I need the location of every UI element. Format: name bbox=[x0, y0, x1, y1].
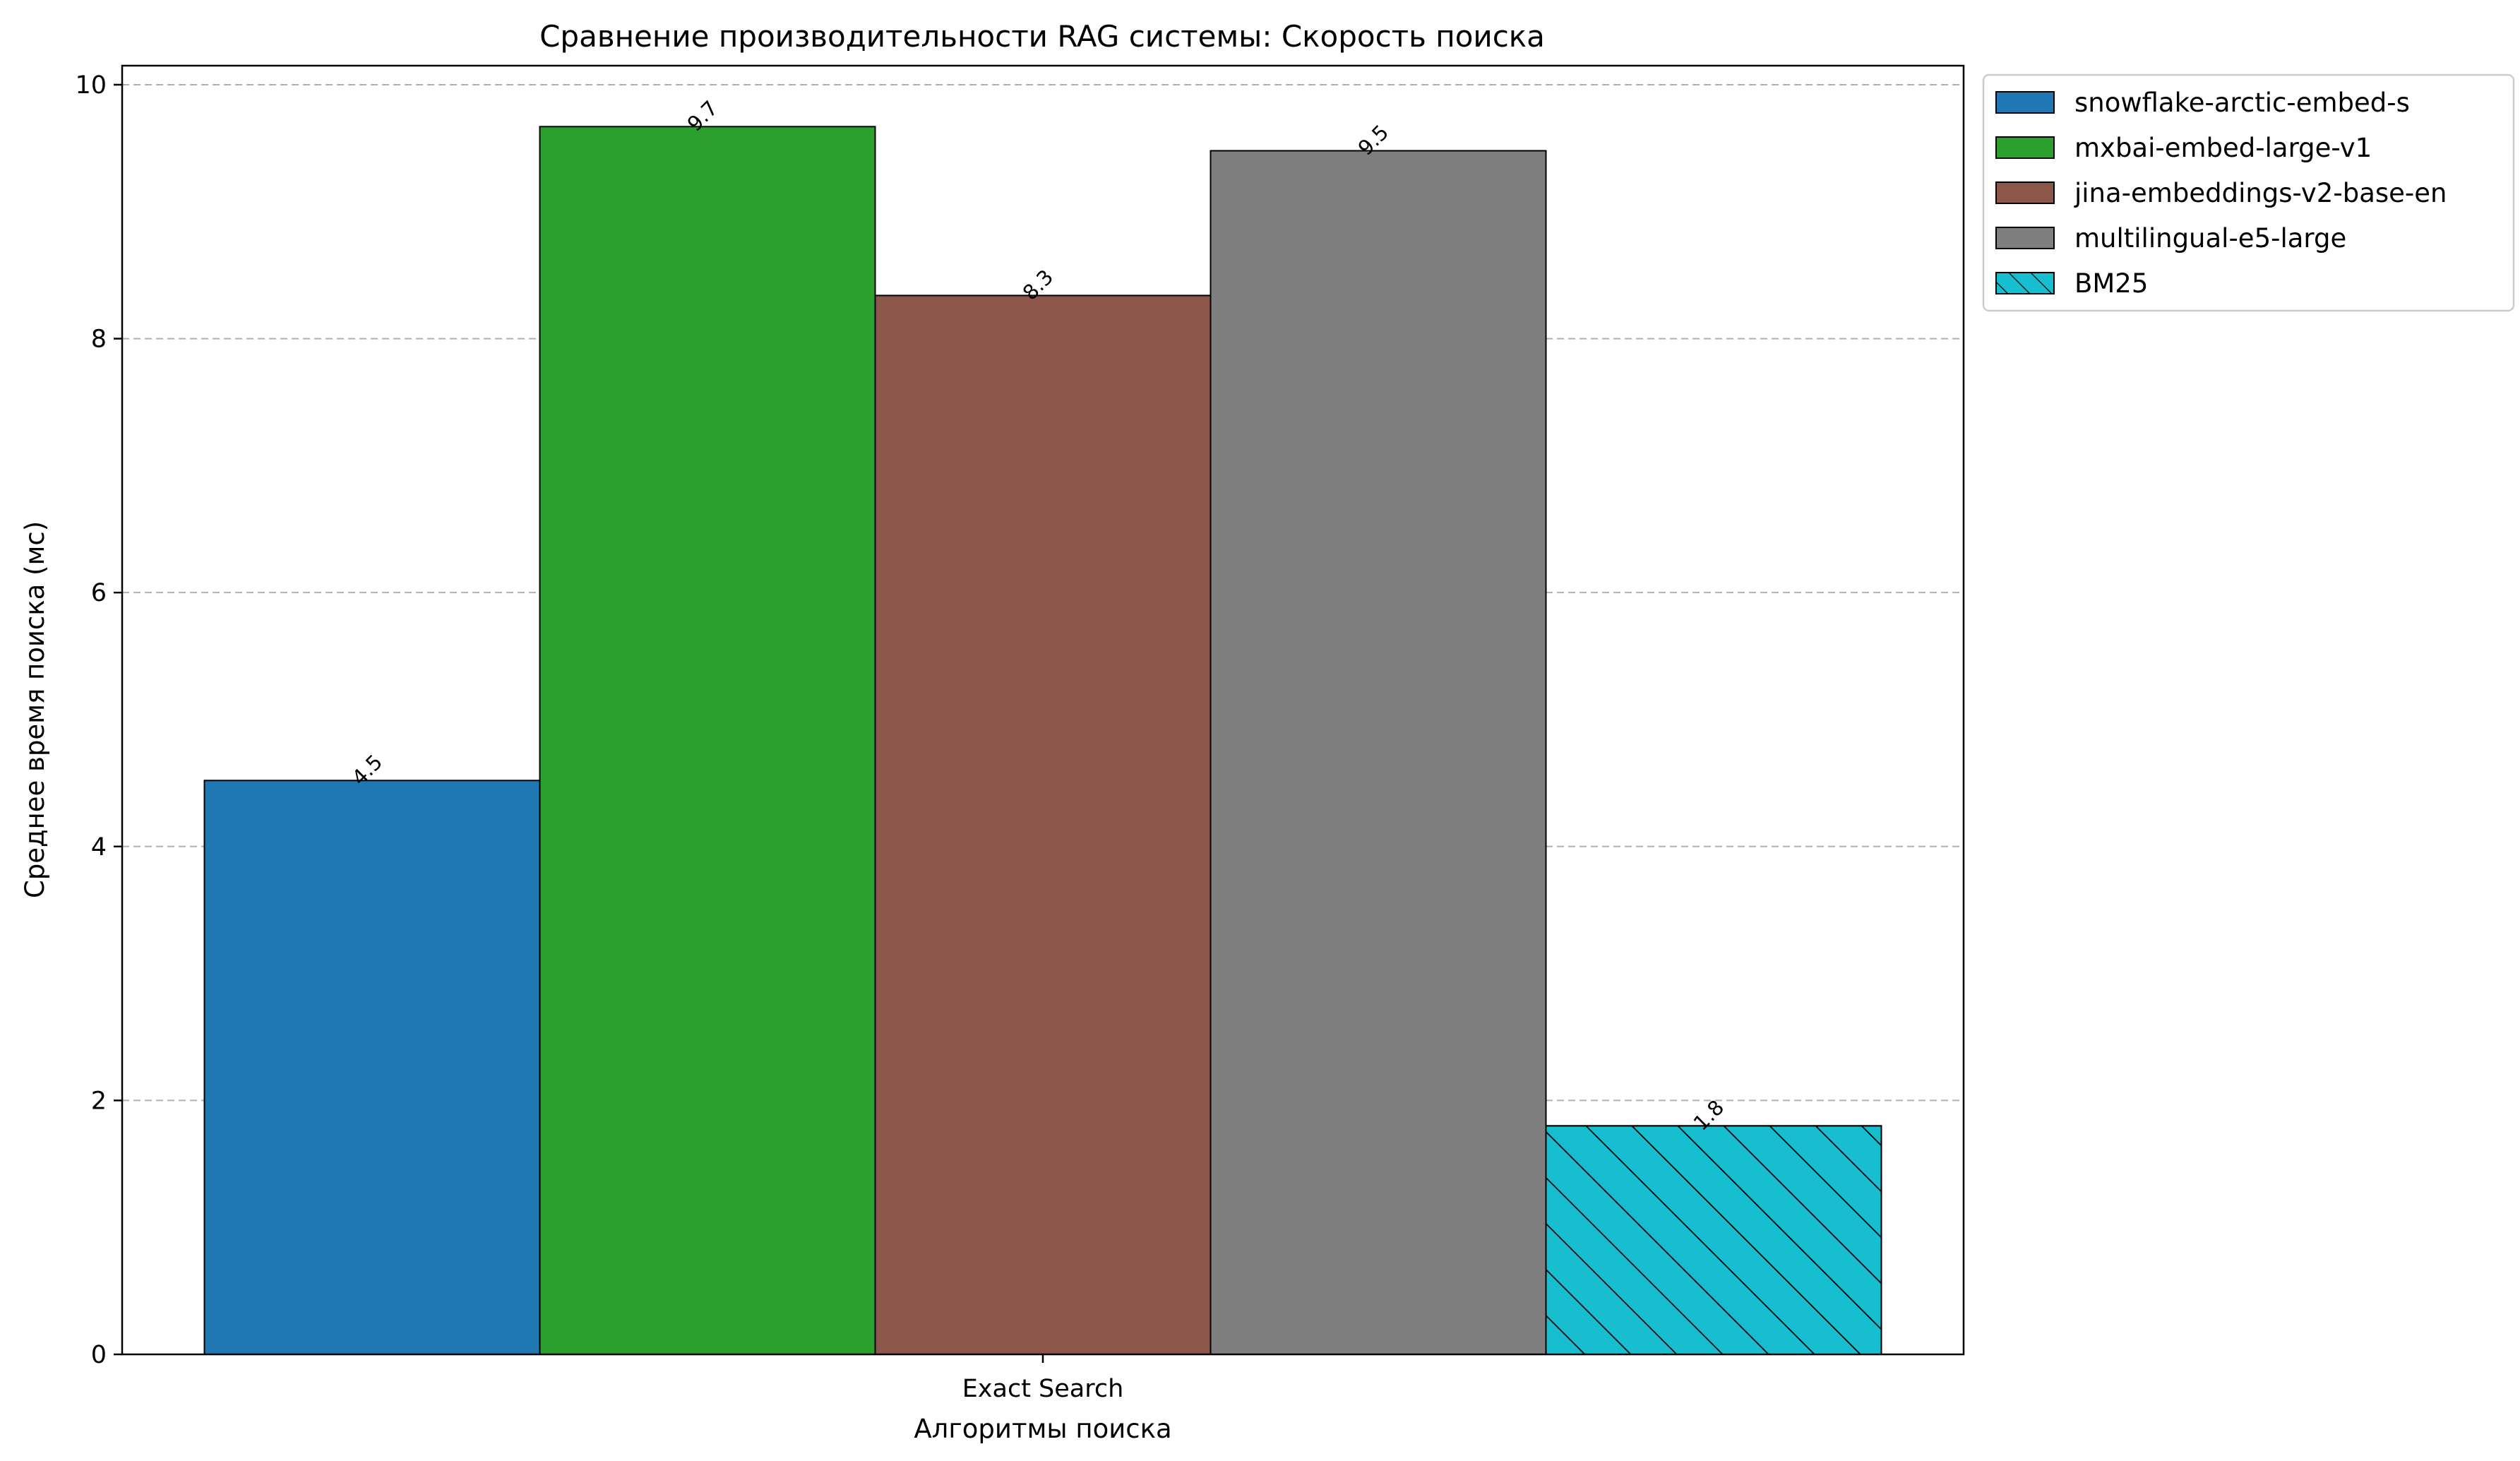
legend-swatch-hatch bbox=[1995, 272, 2055, 294]
y-tick-label: 10 bbox=[75, 71, 107, 100]
legend-frame bbox=[1982, 73, 2515, 312]
bar-mxbai-embed-large-v1 bbox=[539, 126, 876, 1355]
y-tick-label: 8 bbox=[91, 326, 107, 354]
bar-hatch bbox=[1545, 1125, 1882, 1356]
legend-swatch bbox=[1995, 91, 2055, 114]
y-tick-label: 6 bbox=[91, 579, 107, 607]
bar-multilingual-e5-large bbox=[1210, 150, 1547, 1355]
y-axis-label: Среднее время поиска (мс) bbox=[20, 521, 50, 898]
legend-entry: snowflake-arctic-embed-s bbox=[2074, 88, 2410, 118]
y-tick-label: 4 bbox=[91, 833, 107, 861]
bar-jina-embeddings-v2-base-en bbox=[874, 294, 1212, 1355]
legend-entry: jina-embeddings-v2-base-en bbox=[2074, 178, 2447, 208]
legend-entry: mxbai-embed-large-v1 bbox=[2074, 133, 2372, 163]
x-axis-label: Алгоритмы поиска bbox=[914, 1414, 1171, 1444]
x-axis-ticks: Exact Search bbox=[962, 1354, 1124, 1403]
x-tick-label: Exact Search bbox=[962, 1375, 1124, 1403]
chart-title: Сравнение производительности RAG системы… bbox=[539, 19, 1545, 54]
legend-swatch bbox=[1995, 181, 2055, 204]
bars bbox=[203, 126, 1882, 1356]
bar-snowflake-arctic-embed-s bbox=[203, 780, 541, 1355]
legend-swatch bbox=[1995, 136, 2055, 159]
y-tick-label: 2 bbox=[91, 1087, 107, 1115]
legend-entry: BM25 bbox=[2074, 268, 2148, 299]
legend-swatch bbox=[1995, 227, 2055, 249]
y-axis-ticks: 0 2 4 6 8 10 bbox=[75, 71, 122, 1369]
y-tick-label: 0 bbox=[91, 1341, 107, 1369]
legend-entry: multilingual-e5-large bbox=[2074, 223, 2346, 254]
legend: snowflake-arctic-embed-s mxbai-embed-larg… bbox=[1982, 73, 2515, 312]
